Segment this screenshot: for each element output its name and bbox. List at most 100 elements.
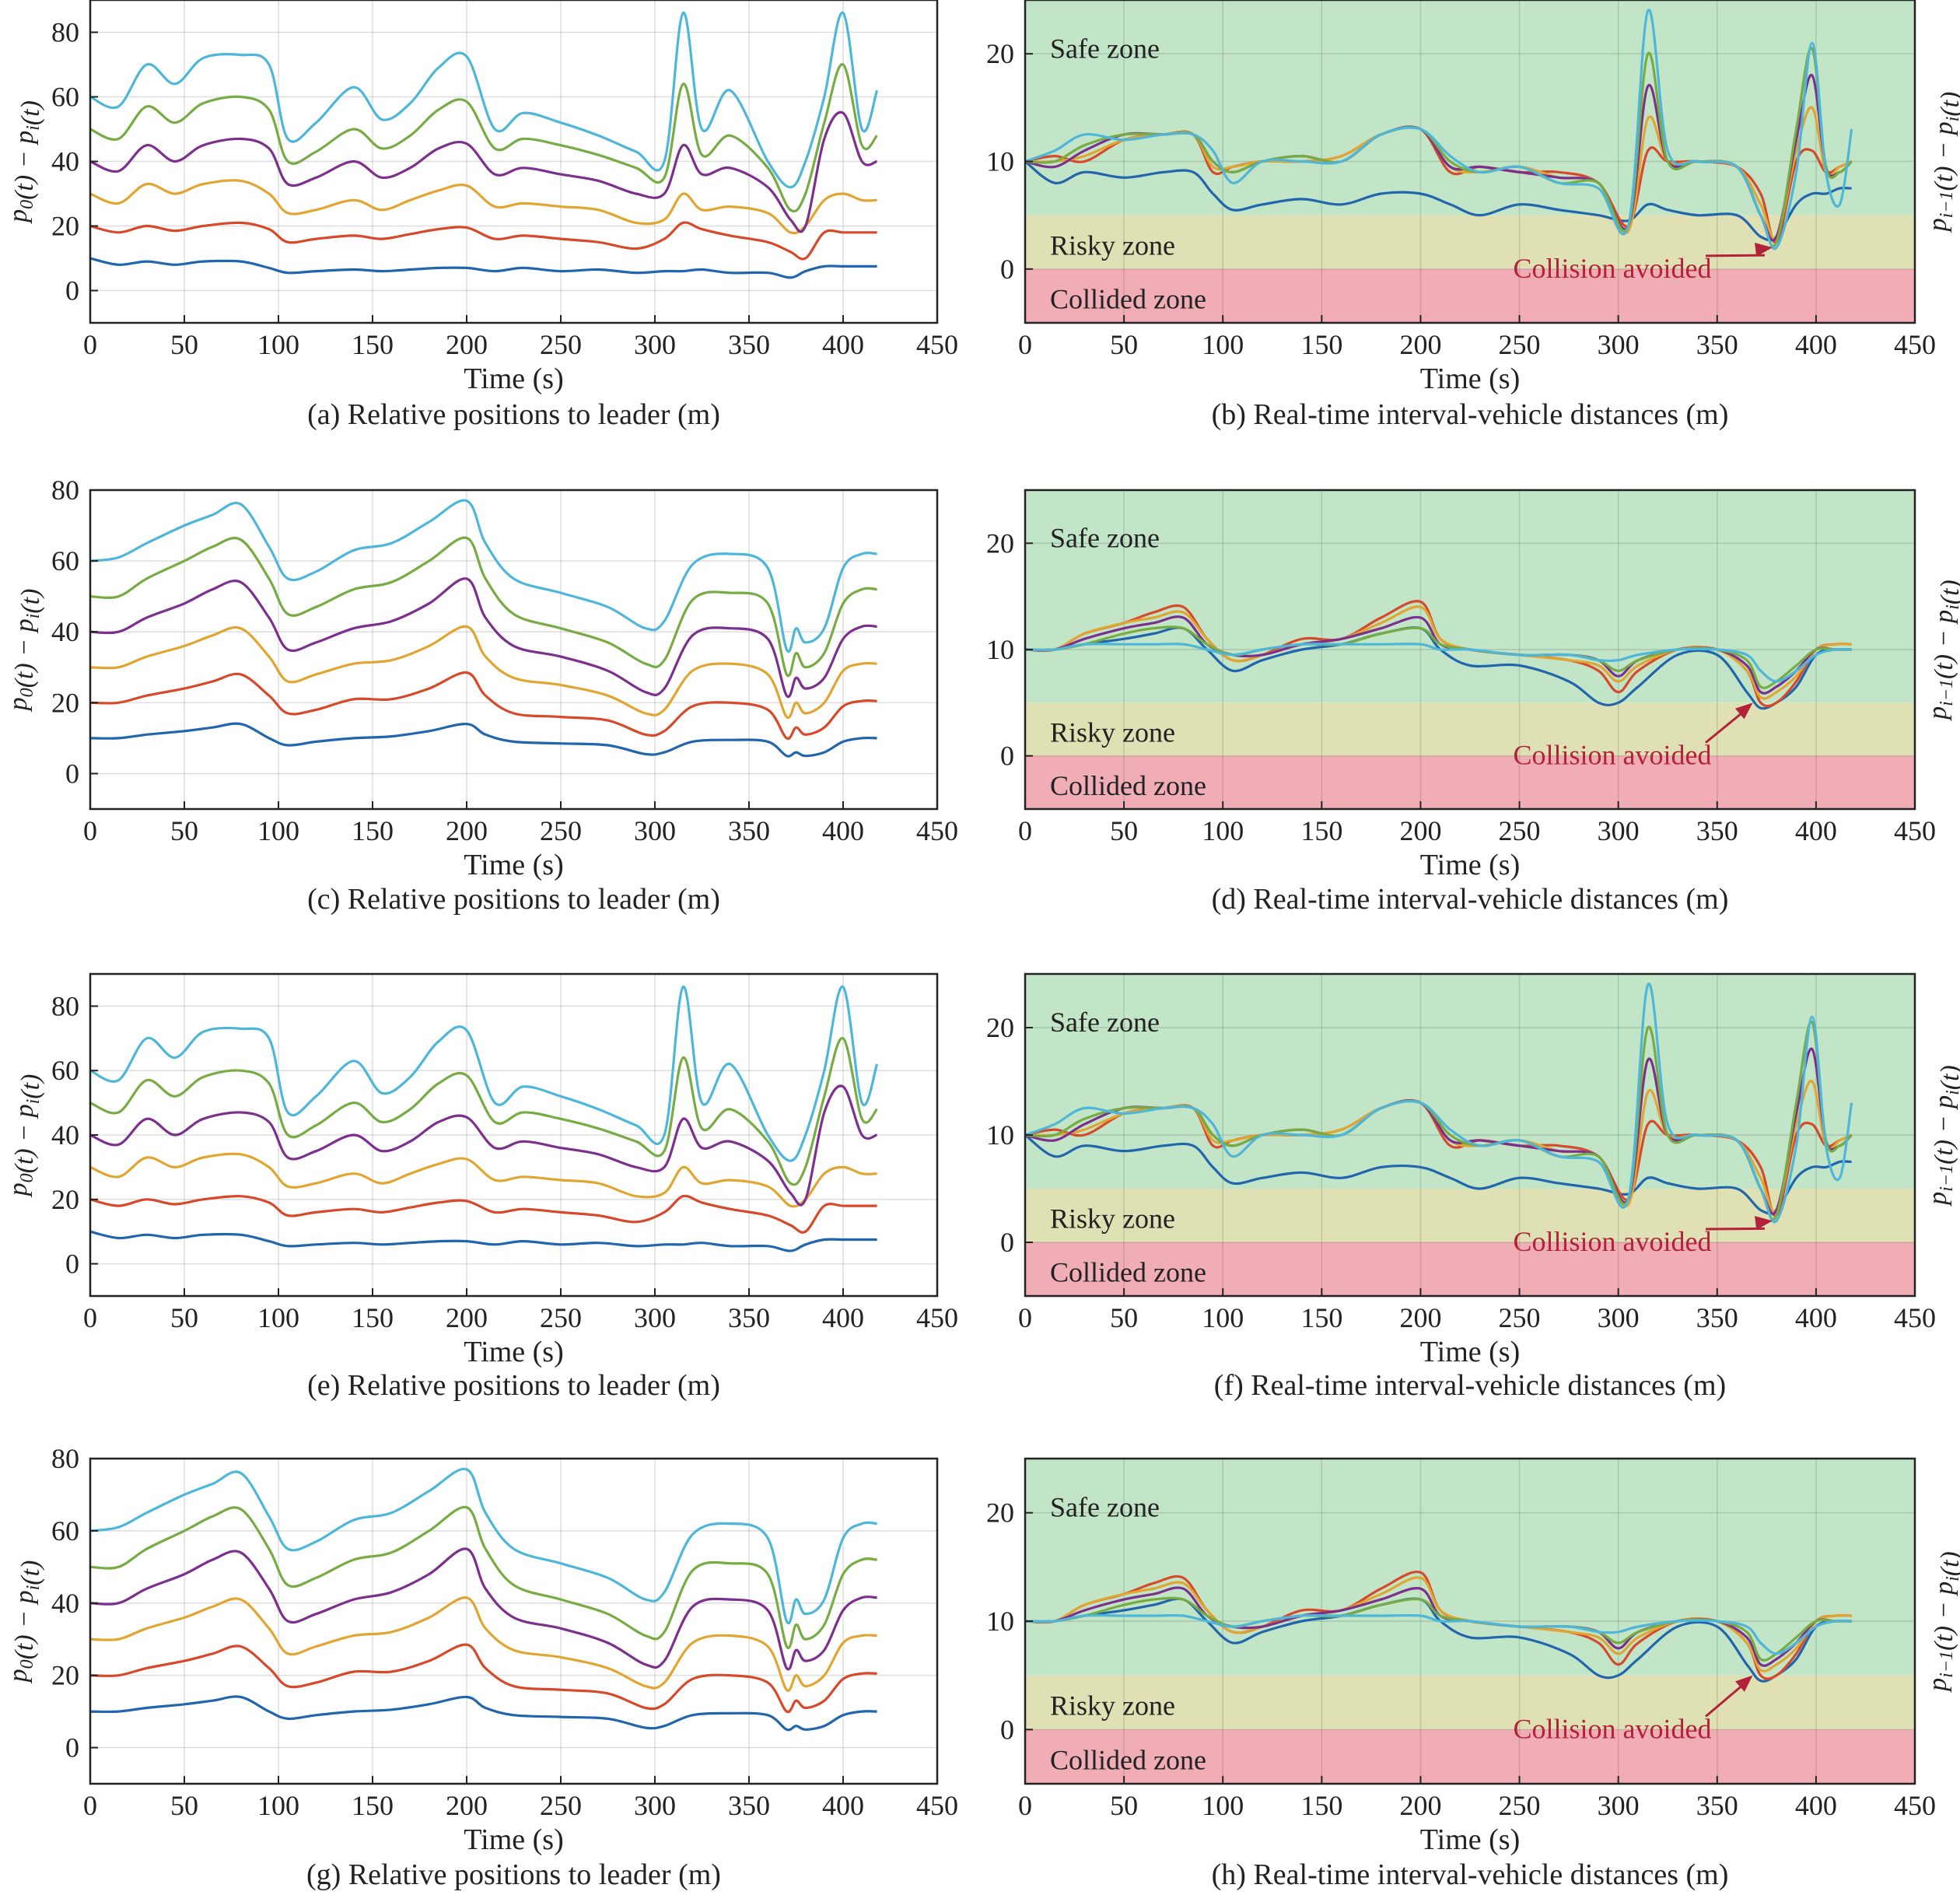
x-tick-label: 0 — [83, 329, 97, 360]
x-tick-label: 100 — [257, 1790, 299, 1821]
y-axis-label: p0(t) − pi(t) — [4, 589, 45, 713]
x-tick-label: 400 — [1795, 1790, 1837, 1821]
x-tick-label: 400 — [822, 815, 864, 846]
safe-zone-label: Safe zone — [1050, 1007, 1160, 1038]
chart-panel-e: 0 50 100 150 200 250 300 350 400 450 0 20 40 60 80 Time… — [4, 972, 958, 1402]
x-tick-label: 150 — [1300, 1790, 1342, 1821]
x-tick-label: 100 — [257, 1302, 299, 1333]
safe-zone-label: Safe zone — [1050, 523, 1160, 554]
x-tick-label: 250 — [1499, 815, 1541, 846]
series-line-5 — [90, 536, 877, 678]
x-tick-label: 0 — [1018, 815, 1032, 846]
panel-caption: (g) Relative positions to leader (m) — [306, 1858, 721, 1891]
y-tick-label: 0 — [1000, 741, 1014, 772]
annotation-arrow-line — [1706, 254, 1765, 257]
risky-zone-label: Risky zone — [1050, 1690, 1175, 1722]
x-tick-label: 100 — [1202, 1790, 1244, 1821]
series-line-5 — [90, 1505, 877, 1650]
chart-panel-b: Safe zone Risky zone Collided zone Collisio… — [986, 0, 1960, 431]
plot-area — [90, 1459, 937, 1784]
y-tick-label: 0 — [1000, 254, 1014, 285]
x-axis-label: Time (s) — [464, 1336, 563, 1368]
series-group — [1025, 9, 1853, 250]
chart-panel-h: Safe zone Risky zone Collided zone Collisio… — [986, 1457, 1960, 1891]
series-line-4 — [90, 577, 877, 699]
x-tick-label: 200 — [1399, 1302, 1441, 1333]
annotation-arrow-line — [1705, 1682, 1746, 1718]
x-axis-label: Time (s) — [1420, 363, 1520, 395]
x-tick-label: 200 — [446, 1302, 488, 1333]
x-tick-label: 450 — [916, 329, 958, 360]
x-tick-label: 400 — [1795, 329, 1837, 360]
series-line-6 — [90, 985, 879, 1162]
series-line-3 — [90, 1152, 877, 1208]
x-tick-label: 150 — [352, 1302, 394, 1333]
series-line-1 — [90, 1230, 877, 1252]
x-tick-label: 450 — [1894, 329, 1936, 360]
y-tick-label: 0 — [65, 758, 79, 789]
y-tick-label: 10 — [986, 1119, 1014, 1151]
y-tick-label: 20 — [51, 687, 79, 718]
collided-zone-label: Collided zone — [1050, 284, 1206, 315]
x-tick-label: 350 — [728, 1790, 770, 1821]
x-tick-label: 350 — [1696, 815, 1738, 846]
x-tick-label: 250 — [540, 1790, 582, 1821]
x-tick-label: 250 — [1499, 329, 1541, 360]
x-tick-label: 100 — [257, 329, 299, 360]
series-line-3 — [90, 1596, 877, 1692]
chart-panel-c: 0 50 100 150 200 250 300 350 400 450 0 20 40 60 80 Time… — [4, 475, 958, 916]
collision-avoided-annotation: Collision avoided — [1514, 253, 1712, 284]
x-tick-label: 300 — [1598, 1302, 1640, 1333]
y-tick-label: 20 — [51, 1184, 79, 1215]
y-tick-label: 10 — [986, 1606, 1014, 1637]
series-group — [90, 1467, 877, 1732]
y-tick-label: 80 — [51, 17, 79, 48]
x-axis-label: Time (s) — [464, 363, 563, 395]
x-tick-label: 50 — [170, 1790, 198, 1821]
annotation-arrow-line — [1705, 709, 1746, 744]
collided-zone-label: Collided zone — [1050, 770, 1206, 801]
series-line-2 — [90, 1643, 877, 1714]
x-tick-label: 0 — [1018, 329, 1032, 360]
x-tick-label: 450 — [916, 1302, 958, 1333]
y-axis-label: p0(t) − pi(t) — [4, 1560, 45, 1684]
series-line-6 — [1025, 1613, 1852, 1655]
y-tick-label: 40 — [51, 146, 79, 177]
y-tick-label: 40 — [51, 1119, 79, 1151]
series-line-3 — [90, 625, 877, 720]
x-tick-label: 150 — [1300, 1302, 1342, 1333]
x-axis-label: Time (s) — [464, 849, 563, 881]
x-tick-label: 450 — [1894, 1790, 1936, 1821]
y-tick-label: 60 — [51, 82, 79, 113]
x-tick-label: 450 — [1894, 1302, 1936, 1333]
x-tick-label: 450 — [1894, 815, 1936, 846]
y-tick-label: 60 — [51, 1055, 79, 1086]
panel-caption: (f) Real-time interval-vehicle distances… — [1214, 1369, 1726, 1402]
x-tick-label: 250 — [540, 1302, 582, 1333]
y-tick-label: 0 — [1000, 1227, 1014, 1258]
series-line-6 — [1025, 643, 1852, 683]
axes-frame — [89, 489, 939, 811]
annotation-arrow-head — [1735, 1675, 1753, 1692]
y-tick-label: 10 — [986, 634, 1014, 665]
annotation-arrow-head — [1755, 1216, 1773, 1231]
y-tick-label: 20 — [986, 1497, 1014, 1529]
y-tick-label: 20 — [986, 1012, 1014, 1043]
x-tick-label: 250 — [540, 329, 582, 360]
y-axis-label: p0(t) − pi(t) — [4, 100, 45, 224]
risky-zone-label: Risky zone — [1050, 717, 1175, 748]
y-tick-label: 80 — [51, 1443, 79, 1474]
x-tick-label: 50 — [1110, 329, 1138, 360]
y-tick-label: 20 — [986, 38, 1014, 69]
plot-area — [90, 490, 937, 809]
safe-zone-band — [1025, 1459, 1915, 1676]
panel-caption: (b) Real-time interval-vehicle distances… — [1212, 398, 1729, 431]
chart-panel-f: Safe zone Risky zone Collided zone Collisio… — [986, 972, 1960, 1402]
collided-zone-band — [1025, 1242, 1915, 1296]
x-tick-label: 200 — [446, 815, 488, 846]
x-tick-label: 400 — [822, 1302, 864, 1333]
series-group — [90, 11, 879, 279]
series-line-4 — [90, 1084, 878, 1207]
x-tick-label: 250 — [1499, 1302, 1541, 1333]
